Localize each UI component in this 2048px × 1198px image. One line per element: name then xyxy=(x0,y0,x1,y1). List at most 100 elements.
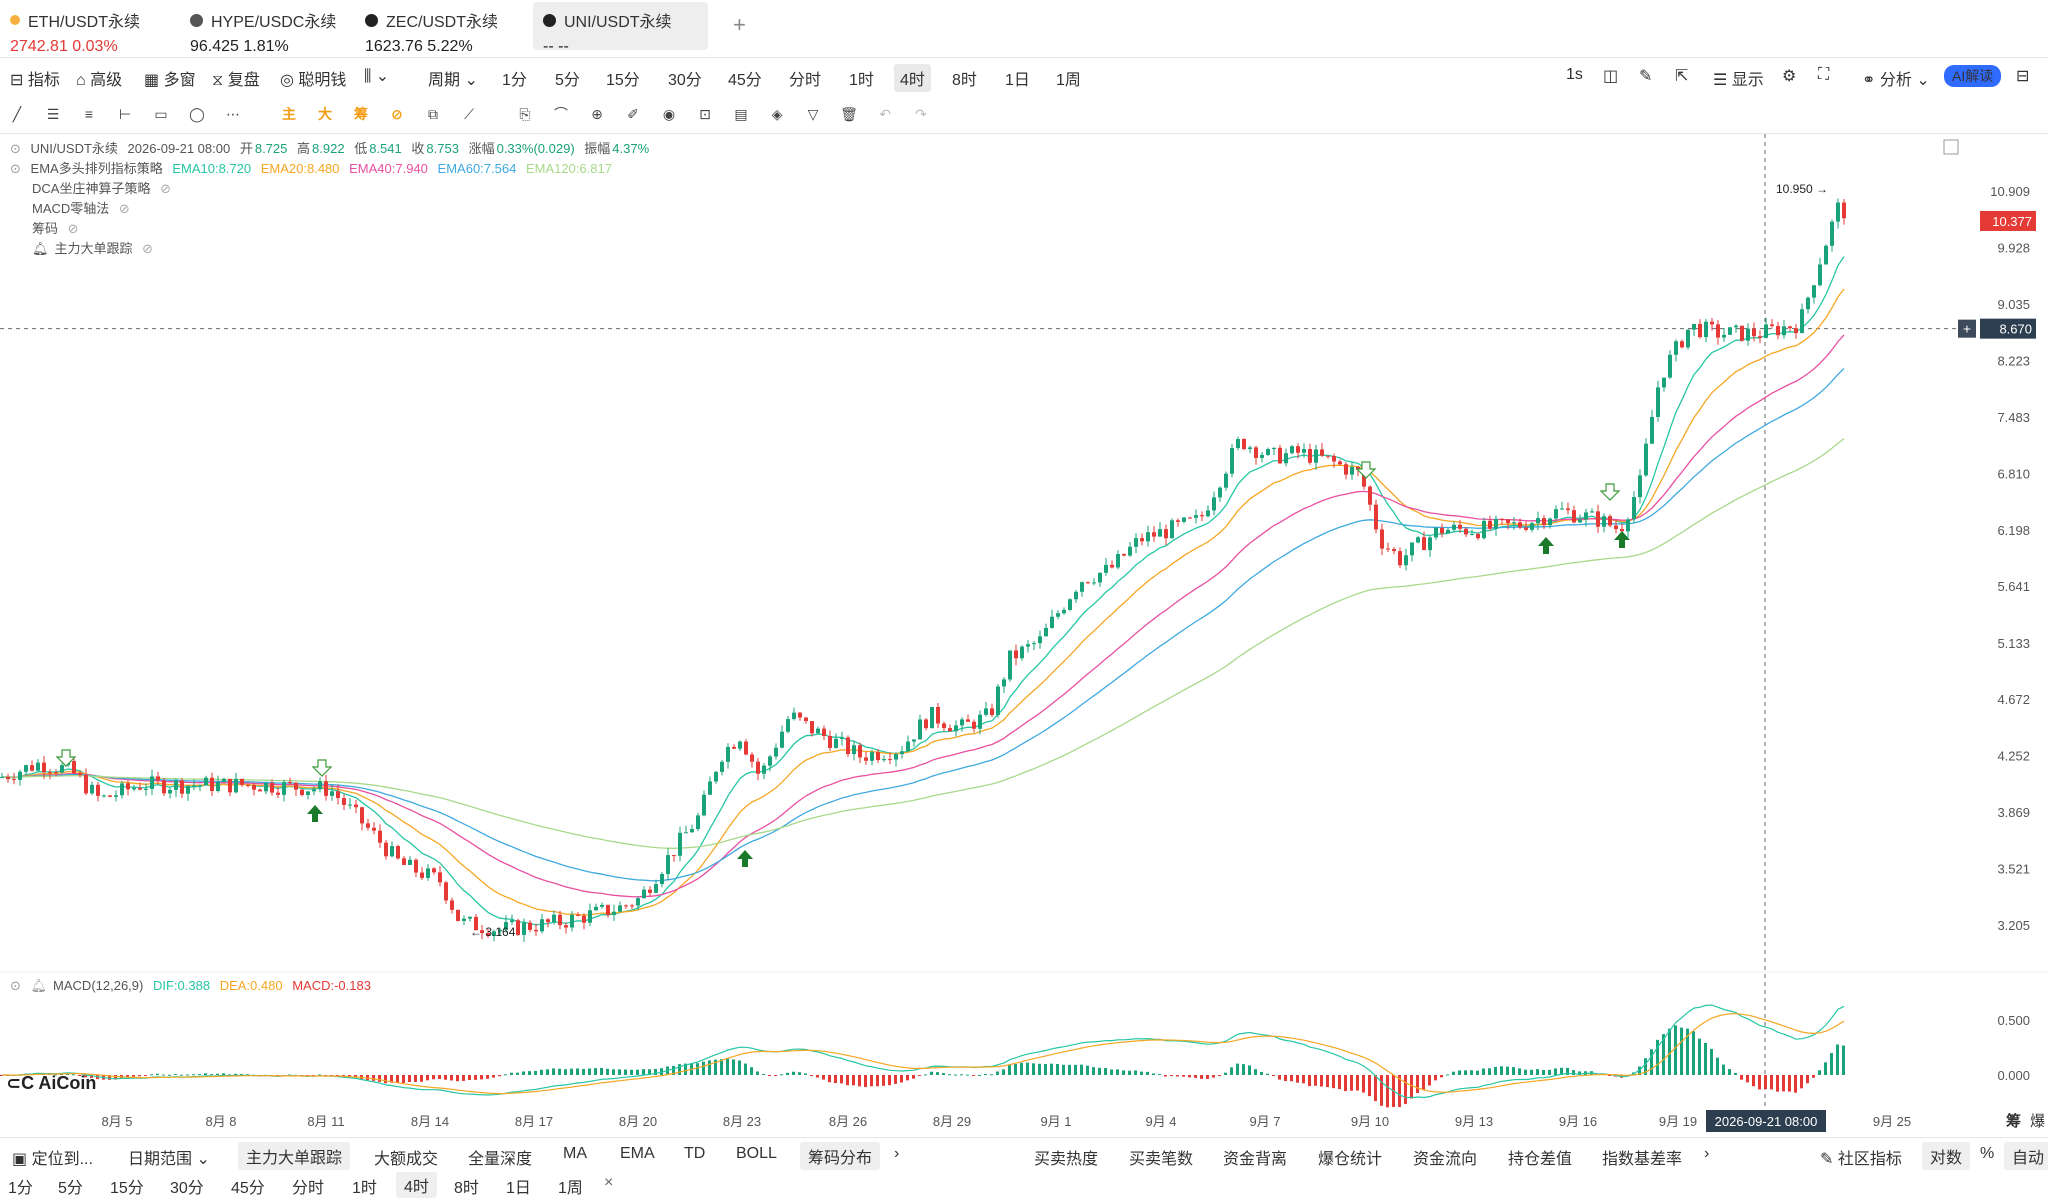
bottom-flow[interactable]: 资金流向 xyxy=(1413,1151,1478,1168)
template-icon[interactable]: ▤ xyxy=(734,106,748,122)
bottom-indicator-chips[interactable]: 筹码分布 xyxy=(800,1142,881,1170)
rectangle-tool-icon[interactable]: ▭ xyxy=(154,106,168,122)
date-range-button[interactable]: 日期范围 ⌄ xyxy=(128,1145,210,1169)
main-marker-button[interactable]: 主 xyxy=(282,106,296,122)
bottom-indicator-ema[interactable]: EMA xyxy=(620,1145,655,1162)
eye-hidden-icon[interactable]: ⊘ xyxy=(67,221,79,236)
period-1m[interactable]: 1分 xyxy=(502,72,527,89)
zoom-icon[interactable]: ⊕ xyxy=(591,106,603,122)
no-marker-button[interactable]: ⊘ xyxy=(391,106,403,122)
chart-type-dropdown[interactable]: ⫼ ⌄ xyxy=(364,66,389,86)
price-chart[interactable]: 10.950 → ← 3.164 10.909 9.928 9.035 8.223 7.4… xyxy=(0,134,2048,1136)
big-marker-button[interactable]: 大 xyxy=(318,106,332,122)
bottom-divergence[interactable]: 资金背离 xyxy=(1223,1151,1288,1168)
trash-icon[interactable]: 🗑 xyxy=(840,106,858,122)
bottom-indicator-ma[interactable]: MA xyxy=(563,1145,587,1162)
period-1h[interactable]: 1时 xyxy=(849,72,874,89)
multi-window-button[interactable]: ▦ 多窗 xyxy=(144,66,196,90)
undo-icon[interactable]: ↶ xyxy=(879,106,891,122)
eye-hidden-icon[interactable]: ⊘ xyxy=(142,241,154,256)
filter-icon[interactable]: ▽ xyxy=(807,106,819,122)
pencil-icon[interactable]: ✎ xyxy=(1639,68,1653,85)
analysis-button[interactable]: ⚭ 分析 ⌄ xyxy=(1862,72,1930,89)
copy-icon[interactable]: ⎘ xyxy=(519,106,531,122)
line-tool-icon[interactable]: ╱ xyxy=(12,106,22,122)
period-8h[interactable]: 8时 xyxy=(952,72,977,89)
bottom-hot[interactable]: 买卖热度 xyxy=(1034,1151,1099,1168)
bottom-indicator-large-trades[interactable]: 大额成交 xyxy=(374,1151,439,1168)
log-scale-button[interactable]: 对数 xyxy=(1922,1142,1971,1170)
bottom-period-4h[interactable]: 4时 xyxy=(396,1172,437,1198)
advanced-button[interactable]: ⌂ 高级 xyxy=(76,66,122,90)
bottom-indicator-depth[interactable]: 全量深度 xyxy=(468,1151,533,1168)
ema-toggle-icon[interactable]: ⊙ xyxy=(10,161,21,176)
bottom-period-8h[interactable]: 8时 xyxy=(454,1180,479,1197)
bottom-oi-diff[interactable]: 持仓差值 xyxy=(1508,1151,1573,1168)
auto-scale-button[interactable]: 自动 xyxy=(2004,1142,2048,1170)
tab-eth[interactable]: ETH/USDT永续 2742.81 0.03% xyxy=(0,2,175,55)
bottom-period-1m[interactable]: 1分 xyxy=(8,1180,33,1197)
ellipse-tool-icon[interactable]: ◯ xyxy=(189,106,205,122)
settings-icon[interactable]: ⚙ xyxy=(1782,68,1797,85)
bottom-liquidation[interactable]: 爆仓统计 xyxy=(1318,1151,1383,1168)
magnet-snap-icon[interactable]: ◈ xyxy=(771,106,783,122)
bottom-period-5m[interactable]: 5分 xyxy=(58,1180,83,1197)
period-15m[interactable]: 15分 xyxy=(606,72,640,89)
period-timeline[interactable]: 分时 xyxy=(789,72,822,89)
tab-zec[interactable]: ZEC/USDT永续 1623.76 5.22% xyxy=(355,2,530,55)
bottom-period-15m[interactable]: 15分 xyxy=(110,1180,144,1197)
brush-icon[interactable]: ✐ xyxy=(627,106,639,122)
macd-toggle-icon[interactable]: ⊙ xyxy=(10,978,21,993)
period-dropdown[interactable]: 周期 ⌄ xyxy=(428,66,478,90)
more-tools-icon[interactable]: ⋯ xyxy=(226,106,240,122)
replay-button[interactable]: ⧖ 复盘 xyxy=(212,66,260,90)
fullscreen-icon[interactable]: ⛶ xyxy=(1818,66,1830,83)
magnet-icon[interactable]: ⧉ xyxy=(428,106,438,122)
interval-button[interactable]: 1s xyxy=(1566,66,1583,83)
camera-icon[interactable]: ◫ xyxy=(1603,68,1619,85)
locate-button[interactable]: ▣ 定位到... xyxy=(12,1145,93,1169)
display-button[interactable]: ☰ 显示 xyxy=(1713,66,1764,90)
bottom-indicator-boll[interactable]: BOLL xyxy=(736,1145,777,1162)
horizontal-lines-icon[interactable]: ≡ xyxy=(84,106,94,122)
parallel-lines-icon[interactable]: ☰ xyxy=(46,106,60,122)
bottom-count[interactable]: 买卖笔数 xyxy=(1129,1151,1194,1168)
measure-icon[interactable]: ⟋ xyxy=(464,106,474,122)
tab-uni[interactable]: UNI/USDT永续 -- -- xyxy=(533,2,708,55)
period-4h[interactable]: 4时 xyxy=(894,64,931,92)
eye-hidden-icon[interactable]: ⊘ xyxy=(160,181,171,196)
period-5m[interactable]: 5分 xyxy=(555,72,580,89)
period-1d[interactable]: 1日 xyxy=(1005,72,1030,89)
period-30m[interactable]: 30分 xyxy=(668,72,702,89)
period-45m[interactable]: 45分 xyxy=(728,72,762,89)
bottom-period-1h[interactable]: 1时 xyxy=(352,1180,377,1197)
ruler-icon[interactable]: ⌒ xyxy=(554,106,568,122)
bottom-period-timeline[interactable]: 分时 xyxy=(292,1180,325,1197)
redo-icon[interactable]: ↷ xyxy=(915,106,927,122)
scroll-right-icon[interactable]: › xyxy=(894,1145,900,1162)
bottom-period-30m[interactable]: 30分 xyxy=(170,1180,204,1197)
indicators-button[interactable]: ⊟ 指标 xyxy=(10,66,60,90)
scroll-right-icon[interactable]: › xyxy=(1704,1145,1710,1162)
eye-hidden-icon[interactable]: ⊘ xyxy=(118,201,130,216)
bottom-basis[interactable]: 指数基差率 xyxy=(1602,1151,1683,1168)
community-button[interactable]: ✎ 社区指标 xyxy=(1820,1145,1902,1169)
bottom-indicator-big-orders[interactable]: 主力大单跟踪 xyxy=(238,1142,351,1170)
bottom-period-1w[interactable]: 1周 xyxy=(558,1180,583,1197)
collapse-icon[interactable]: ⊟ xyxy=(2016,68,2030,85)
lock-icon[interactable]: ⊡ xyxy=(699,106,711,122)
period-1w[interactable]: 1周 xyxy=(1056,72,1081,89)
export-icon[interactable]: ⇱ xyxy=(1675,68,1689,85)
chips-marker-button[interactable]: 筹 xyxy=(354,106,368,122)
bottom-indicator-td[interactable]: TD xyxy=(684,1145,706,1162)
bottom-period-45m[interactable]: 45分 xyxy=(231,1180,265,1197)
ai-interpret-button[interactable]: AI解读 xyxy=(1944,65,2002,87)
add-tab-button[interactable]: + xyxy=(733,12,746,37)
bottom-period-1d[interactable]: 1日 xyxy=(506,1180,531,1197)
percent-scale-button[interactable]: % xyxy=(1980,1145,1995,1162)
legend-toggle-icon[interactable]: ⊙ xyxy=(10,141,21,156)
close-icon[interactable]: × xyxy=(604,1174,614,1191)
eye-icon[interactable]: ◉ xyxy=(662,106,676,122)
smart-money-button[interactable]: ◎ 聪明钱 xyxy=(280,66,346,90)
tab-hype[interactable]: HYPE/USDC永续 96.425 1.81% xyxy=(180,2,355,55)
